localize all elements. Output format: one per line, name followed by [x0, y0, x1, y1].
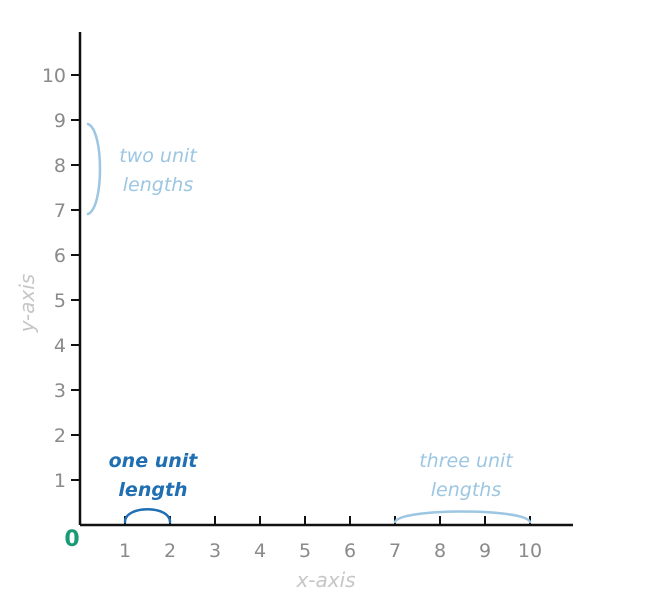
y-tick-label: 2 [54, 425, 66, 447]
two-units-label-line1: two unit [119, 145, 198, 167]
three-units-label-line2: lengths [431, 479, 502, 501]
x-tick-label: 5 [299, 540, 311, 562]
one-unit-label-line2: length [118, 479, 187, 501]
x-tick-label: 1 [119, 540, 131, 562]
y-tick-label: 10 [42, 65, 66, 87]
x-tick-label: 7 [389, 540, 401, 562]
y-tick-label: 9 [54, 110, 66, 132]
x-tick-label: 3 [209, 540, 221, 562]
x-axis-ticks: 1 2 3 4 5 6 7 8 9 10 [119, 516, 542, 562]
one-unit-label-line1: one unit [109, 450, 199, 472]
y-tick-label: 5 [54, 290, 66, 312]
three-units-label-line1: three unit [419, 450, 514, 472]
two-units-label-line2: lengths [123, 174, 194, 196]
x-tick-label: 2 [164, 540, 176, 562]
y-tick-label: 1 [54, 470, 66, 492]
x-tick-label: 9 [479, 540, 491, 562]
y-axis-ticks: 1 2 3 4 5 6 7 8 9 10 [42, 65, 80, 492]
x-axis-title: x-axis [295, 568, 355, 592]
x-tick-label: 6 [344, 540, 356, 562]
three-units-bracket [393, 510, 532, 524]
one-unit-bracket [123, 508, 172, 524]
x-tick-label: 4 [254, 540, 266, 562]
y-axis-title: y-axis [15, 274, 39, 333]
x-tick-label: 10 [518, 540, 542, 562]
y-tick-label: 4 [54, 335, 66, 357]
y-tick-label: 3 [54, 380, 66, 402]
y-tick-label: 6 [54, 245, 66, 267]
two-units-bracket [86, 122, 102, 216]
y-tick-label: 8 [54, 155, 66, 177]
origin-label: 0 [64, 527, 79, 552]
x-tick-label: 8 [434, 540, 446, 562]
y-tick-label: 7 [54, 200, 66, 222]
